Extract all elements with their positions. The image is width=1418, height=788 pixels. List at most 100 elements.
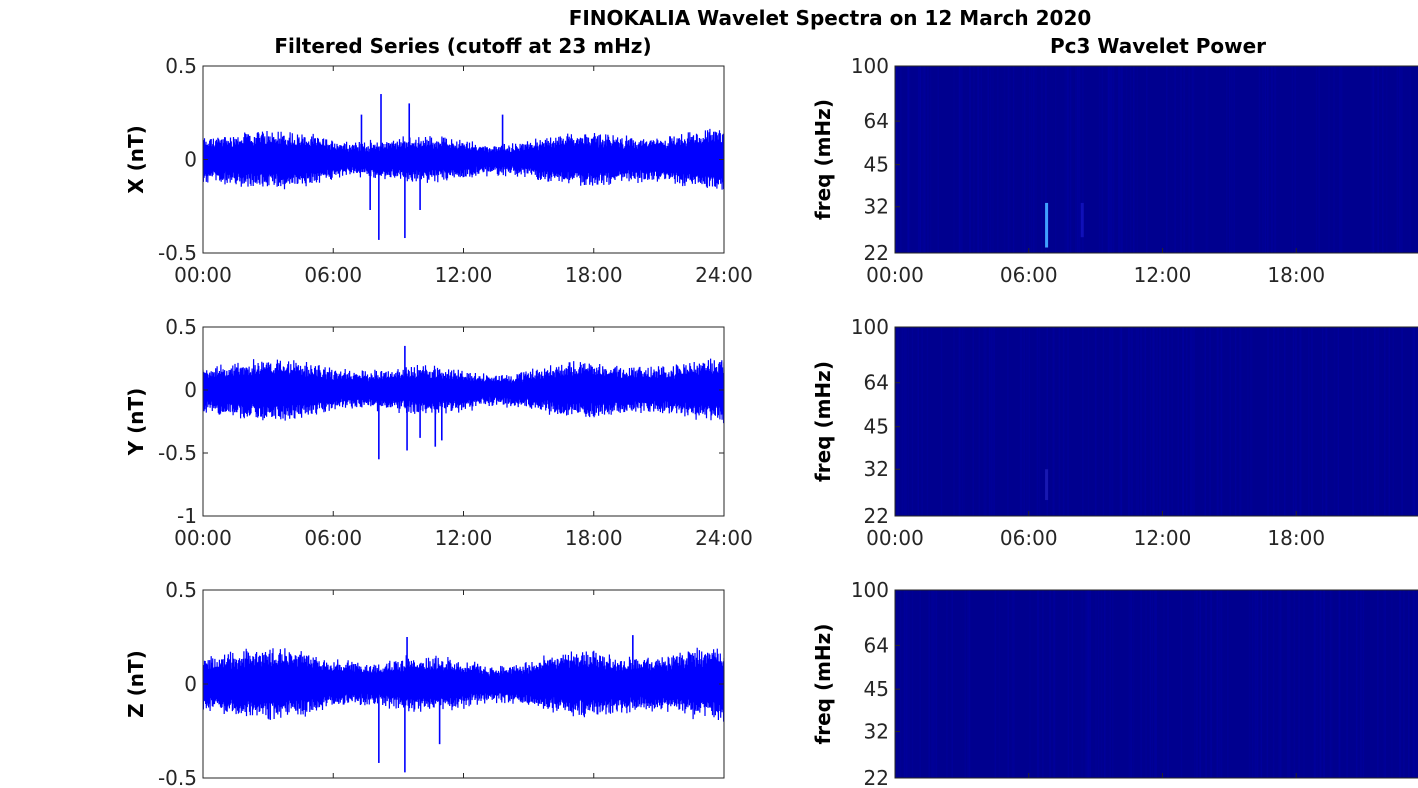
wavelet-panel-3: 22 32 45 64 100 freq (mHz) xyxy=(811,578,1418,788)
power-texture xyxy=(1128,590,1131,778)
power-texture xyxy=(1199,590,1201,778)
power-texture xyxy=(1377,66,1379,253)
power-texture xyxy=(921,327,923,516)
power-texture xyxy=(906,590,909,778)
power-texture xyxy=(1112,327,1114,516)
power-texture xyxy=(1408,590,1410,778)
power-texture xyxy=(973,66,975,253)
y-tick-label: 45 xyxy=(864,677,889,701)
power-texture xyxy=(1193,66,1195,253)
power-texture xyxy=(1392,327,1394,516)
power-texture xyxy=(899,590,902,778)
power-texture xyxy=(1078,66,1081,253)
power-texture xyxy=(967,590,969,778)
power-texture xyxy=(1217,327,1220,516)
power-texture xyxy=(1167,590,1169,778)
power-texture xyxy=(1401,327,1403,516)
figure-suptitle: FINOKALIA Wavelet Spectra on 12 March 20… xyxy=(569,6,1092,30)
power-texture xyxy=(935,590,938,778)
x-tick-label: 06:00 xyxy=(1000,263,1058,287)
power-texture xyxy=(1137,327,1139,516)
power-texture xyxy=(1315,590,1317,778)
power-texture xyxy=(1133,66,1135,253)
power-texture xyxy=(1320,590,1322,778)
series-line xyxy=(203,358,724,424)
power-texture xyxy=(1119,327,1122,516)
power-texture xyxy=(1007,327,1009,516)
power-texture xyxy=(1131,327,1133,516)
power-texture xyxy=(1298,590,1300,778)
power-texture xyxy=(907,327,910,516)
y-tick-label: 100 xyxy=(851,578,889,602)
power-texture xyxy=(1413,327,1415,516)
power-texture xyxy=(1196,590,1198,778)
power-texture xyxy=(901,327,903,516)
power-texture xyxy=(1377,327,1379,516)
power-texture xyxy=(946,590,948,778)
power-texture xyxy=(1053,590,1056,778)
y-tick-label: 100 xyxy=(851,315,889,339)
power-texture xyxy=(983,327,985,516)
power-texture xyxy=(1366,327,1369,516)
power-texture xyxy=(969,66,971,253)
power-texture xyxy=(926,327,929,516)
power-texture xyxy=(1182,327,1184,516)
power-texture xyxy=(1129,66,1132,253)
power-texture xyxy=(1020,327,1023,516)
power-texture xyxy=(1221,327,1223,516)
power-texture xyxy=(1217,590,1219,778)
power-texture xyxy=(1108,327,1111,516)
power-texture xyxy=(1218,590,1221,778)
power-texture xyxy=(1204,327,1207,516)
power-texture xyxy=(1086,590,1089,778)
power-texture xyxy=(1266,590,1269,778)
power-texture xyxy=(1153,327,1156,516)
power-texture xyxy=(1074,66,1077,253)
power-texture xyxy=(1129,327,1131,516)
power-texture xyxy=(1316,590,1319,778)
power-texture xyxy=(1303,590,1305,778)
power-texture xyxy=(1415,590,1418,778)
power-texture xyxy=(908,590,910,778)
power-texture xyxy=(1067,327,1069,516)
power-texture xyxy=(1388,327,1391,516)
x-tick-label: 24:00 xyxy=(695,263,753,287)
power-texture xyxy=(1283,327,1286,516)
x-tick-label: 12:00 xyxy=(435,526,493,550)
power-texture xyxy=(1007,66,1010,253)
power-texture xyxy=(932,590,934,778)
power-texture xyxy=(1136,66,1139,253)
y-tick-label: 22 xyxy=(864,241,889,265)
x-tick-label: 12:00 xyxy=(1134,526,1192,550)
power-texture xyxy=(1338,590,1341,778)
power-texture xyxy=(1225,66,1228,253)
power-texture xyxy=(1262,66,1264,253)
y-axis-label: Y (nT) xyxy=(124,388,148,457)
y-tick-label: 45 xyxy=(864,153,889,177)
power-texture xyxy=(1272,590,1275,778)
power-texture xyxy=(1036,590,1039,778)
power-texture xyxy=(1373,327,1376,516)
power-texture xyxy=(900,66,902,253)
power-texture xyxy=(1384,590,1386,778)
power-texture xyxy=(1111,327,1113,516)
power-texture xyxy=(989,66,992,253)
y-tick-label: 45 xyxy=(864,415,889,439)
power-texture xyxy=(1205,590,1207,778)
power-texture xyxy=(1361,327,1363,516)
power-texture xyxy=(1260,590,1263,778)
y-axis-label: X (nT) xyxy=(124,125,148,194)
power-texture xyxy=(1030,66,1033,253)
power-texture xyxy=(1267,327,1269,516)
power-texture xyxy=(1104,590,1106,778)
power-texture xyxy=(1346,590,1348,778)
power-texture xyxy=(1313,590,1316,778)
y-tick-label: 32 xyxy=(864,195,889,219)
power-texture xyxy=(972,327,974,516)
y-tick-label: 0 xyxy=(184,378,197,402)
y-tick-label: 32 xyxy=(864,457,889,481)
power-texture xyxy=(1340,66,1343,253)
power-texture xyxy=(1076,66,1079,253)
series-line xyxy=(203,647,724,722)
